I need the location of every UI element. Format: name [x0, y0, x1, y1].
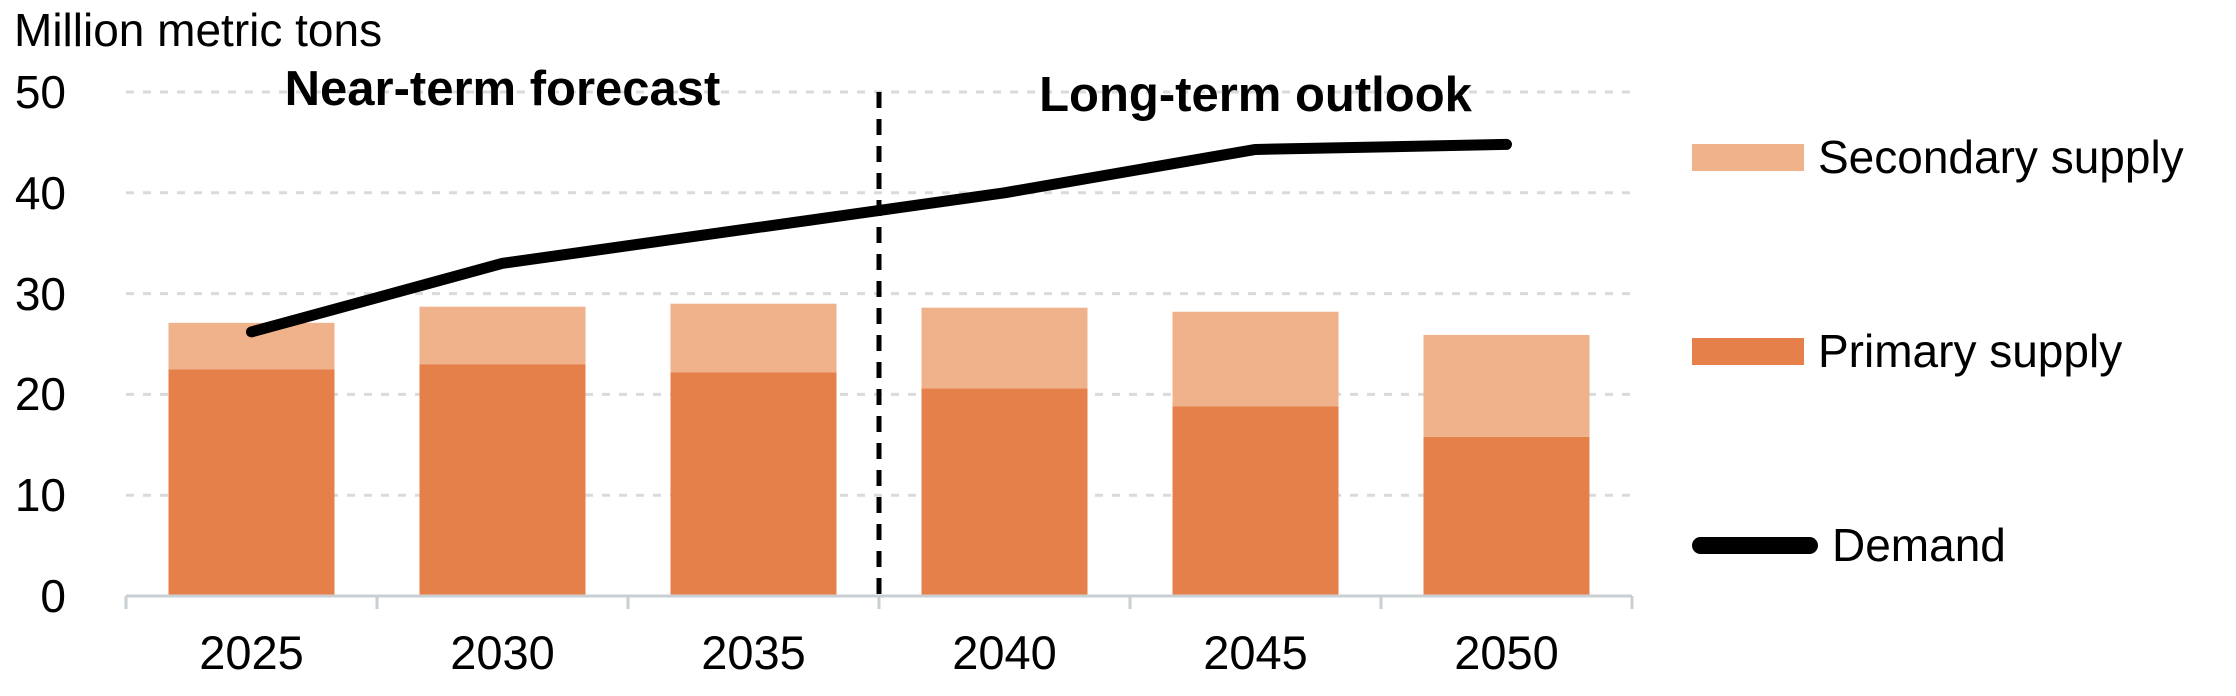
bar-primary-2050	[1423, 436, 1590, 596]
y-tick-label-20: 20	[14, 368, 66, 421]
x-tick-label-2045: 2045	[1203, 626, 1308, 679]
y-tick-label-40: 40	[14, 166, 66, 219]
y-tick-label-0: 0	[40, 570, 66, 622]
section-label-long-term: Long-term outlook	[1039, 68, 1472, 122]
x-tick-label-2050: 2050	[1454, 626, 1559, 679]
bar-secondary-2045	[1172, 311, 1339, 407]
bar-secondary-2035	[670, 303, 837, 373]
legend-label-secondary: Secondary supply	[1818, 131, 2184, 183]
legend-item-secondary-supply: Secondary supply	[1692, 130, 2184, 184]
x-tick-label-2040: 2040	[952, 626, 1057, 679]
section-label-near-term: Near-term forecast	[284, 62, 721, 116]
demand-line	[246, 138, 1512, 338]
x-tick-label-2030: 2030	[450, 626, 555, 679]
bar-primary-2035	[670, 372, 837, 596]
primary-supply-swatch-icon	[1692, 337, 1804, 365]
x-tick-label-2025: 2025	[199, 626, 304, 679]
bar-primary-2025	[168, 369, 335, 596]
x-tick-label-2035: 2035	[701, 626, 806, 679]
bar-primary-2045	[1172, 406, 1339, 596]
y-tick-label-10: 10	[14, 469, 66, 522]
bar-secondary-2040	[921, 307, 1088, 389]
bar-secondary-2050	[1423, 334, 1590, 437]
bar-primary-2040	[921, 388, 1088, 596]
legend-item-primary-supply: Primary supply	[1692, 324, 2122, 378]
demand-line-marker-icon	[1692, 536, 1818, 554]
legend-label-primary: Primary supply	[1818, 325, 2123, 377]
legend-item-demand: Demand	[1692, 518, 2006, 572]
legend-label-demand: Demand	[1832, 519, 2006, 571]
y-tick-label-30: 30	[14, 267, 66, 320]
secondary-supply-swatch-icon	[1692, 143, 1804, 171]
bar-secondary-2030	[419, 306, 586, 365]
bar-primary-2030	[419, 364, 586, 596]
y-axis-title: Million metric tons	[14, 4, 383, 56]
y-tick-label-50: 50	[14, 66, 66, 118]
